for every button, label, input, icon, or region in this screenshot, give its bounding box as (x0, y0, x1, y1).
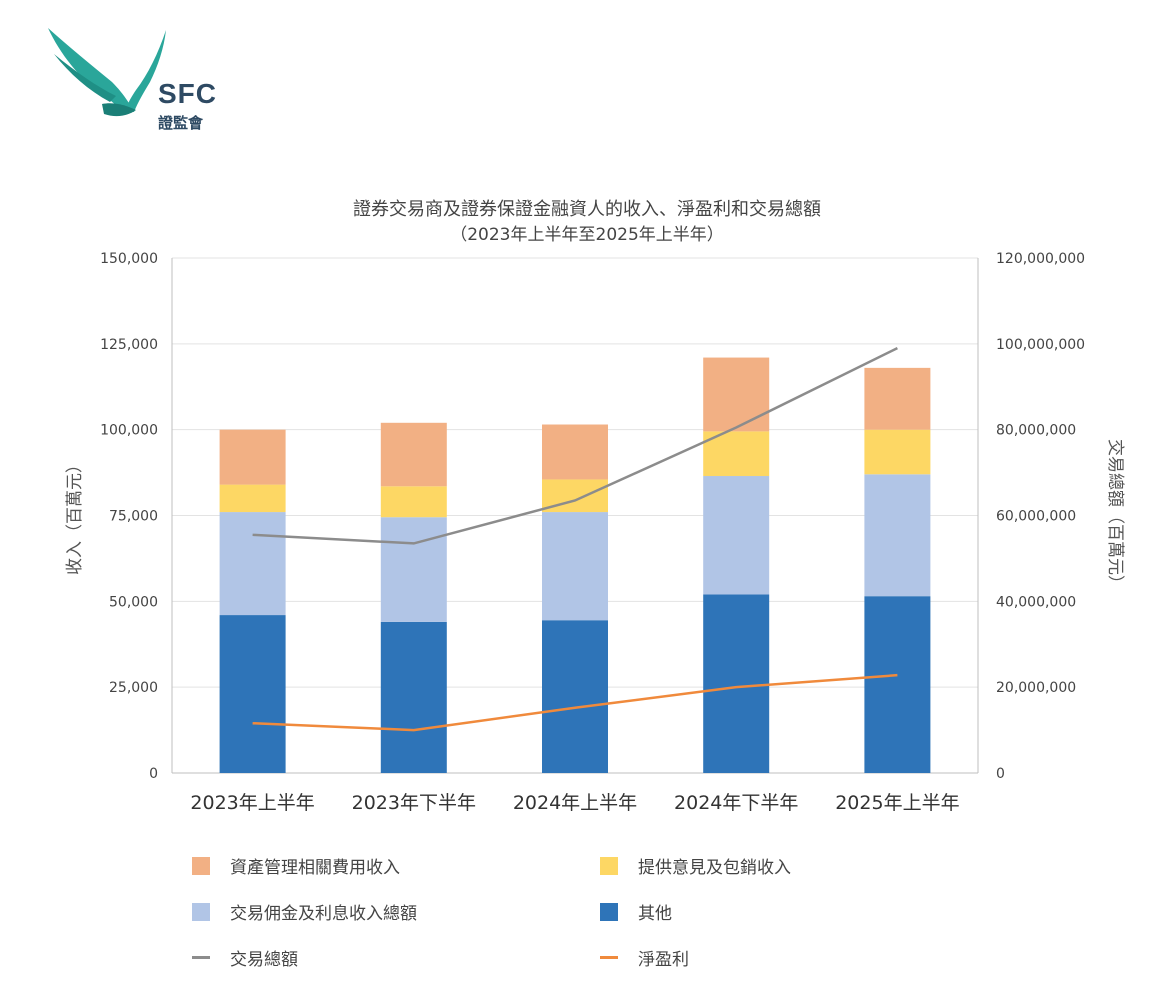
bar-segment (219, 484, 286, 513)
legend-label: 交易佣金及利息收入總額 (230, 904, 417, 924)
legend-label: 提供意見及包銷收入 (638, 858, 791, 878)
y2-tick-label: 100,000,000 (996, 337, 1085, 353)
bar-segment (219, 512, 286, 616)
y-axis-label: 收入（百萬元） (65, 456, 85, 575)
bar-segment (542, 512, 608, 621)
legend-item: 淨盈利 (600, 945, 689, 970)
y2-tick-label: 60,000,000 (996, 509, 1076, 525)
bar-segment (864, 596, 931, 773)
eagle-icon (48, 28, 166, 117)
y-tick-label: 25,000 (109, 680, 158, 696)
logo-subtext: 證監會 (158, 114, 204, 132)
legend-line (600, 956, 618, 959)
legend-label: 淨盈利 (638, 950, 689, 970)
y-tick-label: 50,000 (109, 594, 158, 610)
legend-swatch (192, 856, 210, 875)
y-tick-label: 150,000 (100, 251, 158, 267)
bar-segment (703, 476, 770, 595)
x-tick-label: 2023年下半年 (352, 792, 476, 814)
axes: 0 25,000 50,000 75,000 100,000 125,000 150,000… (65, 251, 1125, 814)
bar-segment (380, 517, 447, 622)
chart-title: 證券交易商及證券保證金融資人的收入、淨盈利和交易總額 (353, 199, 821, 220)
y-tick-label: 100,000 (100, 423, 158, 439)
bar-segment (219, 615, 286, 773)
x-tick-label: 2023年上半年 (190, 792, 314, 814)
legend-swatch (600, 856, 618, 875)
legend-item: 其他 (600, 899, 672, 924)
legend-item: 資產管理相關費用收入 (192, 853, 400, 878)
chart-area: 0 25,000 50,000 75,000 100,000 125,000 150,000… (65, 251, 1125, 814)
bar-segment (542, 424, 608, 480)
y2-tick-label: 120,000,000 (996, 251, 1085, 267)
y2-axis-label: 交易總額（百萬元） (1105, 439, 1125, 592)
legend-item: 提供意見及包銷收入 (600, 853, 791, 878)
bar-segment (542, 620, 608, 773)
bar-segment (703, 594, 770, 773)
legend-label: 交易總額 (230, 950, 298, 970)
logo-text: SFC (158, 78, 217, 109)
bar-segment (380, 422, 447, 487)
x-tick-label: 2025年上半年 (835, 792, 959, 814)
y2-tick-label: 40,000,000 (996, 594, 1076, 610)
series-lines (252, 347, 898, 732)
bar-segment (864, 429, 931, 475)
legend-line (192, 956, 210, 959)
bar-segment (219, 429, 286, 485)
legend-swatch (192, 902, 210, 921)
y-tick-label: 125,000 (100, 337, 158, 353)
sfc-logo: SFC 證監會 (40, 24, 240, 144)
y2-tick-label: 0 (996, 766, 1005, 782)
x-tick-label: 2024年下半年 (674, 792, 798, 814)
series-line (252, 673, 898, 732)
y-tick-label: 75,000 (109, 509, 158, 525)
legend: 資產管理相關費用收入 提供意見及包銷收入 交易佣金及利息收入總額 其他 交易總額… (0, 845, 1174, 985)
y2-tick-label: 80,000,000 (996, 423, 1076, 439)
legend-item: 交易佣金及利息收入總額 (192, 899, 417, 924)
bars (219, 357, 931, 773)
series-line (252, 347, 898, 545)
legend-label: 其他 (638, 904, 672, 924)
bar-segment (703, 357, 770, 432)
y-tick-label: 0 (149, 766, 158, 782)
bar-segment (864, 367, 931, 430)
legend-item: 交易總額 (192, 945, 298, 970)
x-tick-label: 2024年上半年 (513, 792, 637, 814)
chart-subtitle: （2023年上半年至2025年上半年） (450, 225, 724, 245)
bar-segment (864, 474, 931, 597)
bar-segment (380, 486, 447, 518)
legend-label: 資產管理相關費用收入 (230, 858, 400, 878)
legend-swatch (600, 902, 618, 921)
bar-segment (380, 621, 447, 773)
y2-tick-label: 20,000,000 (996, 680, 1076, 696)
